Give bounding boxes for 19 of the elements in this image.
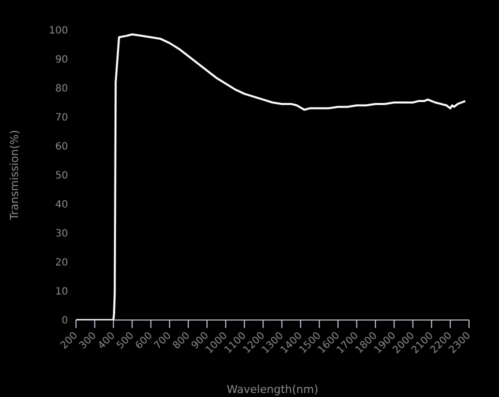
x-tick-label: 700 <box>152 330 174 352</box>
line-series <box>76 33 466 320</box>
y-tick-label: 60 <box>55 142 68 153</box>
y-tick-label: 70 <box>55 112 68 124</box>
y-tick-label: 10 <box>55 286 68 298</box>
y-tick-label: 30 <box>55 228 68 240</box>
x-tick-label: 600 <box>134 330 155 352</box>
y-tick-label: 80 <box>55 84 68 95</box>
x-tick-label: 500 <box>114 330 136 352</box>
x-tick-label: 400 <box>96 330 118 352</box>
x-axis-title: Wavelength(nm) <box>226 383 318 396</box>
y-tick-label: 20 <box>55 258 68 269</box>
y-tick-label: 0 <box>62 316 68 327</box>
y-tick-label: 50 <box>55 170 68 182</box>
y-tick-label: 40 <box>55 200 68 211</box>
y-tick-label: 90 <box>55 54 68 66</box>
y-tick-label: 100 <box>48 26 68 37</box>
x-tick-label: 800 <box>171 330 192 352</box>
y-axis-title: Transmission(%) <box>8 130 21 222</box>
